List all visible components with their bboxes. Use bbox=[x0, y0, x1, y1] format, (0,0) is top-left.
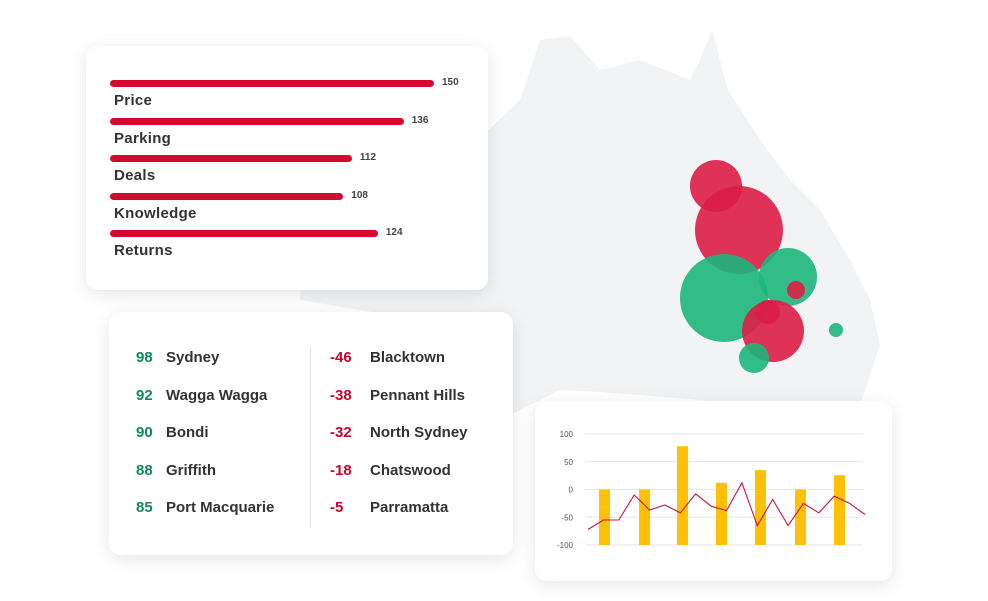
combo-chart-card: 100 50 0 -50 -100 bbox=[535, 401, 892, 581]
ranking-value: -38 bbox=[330, 386, 352, 404]
ranking-suburb-name: Port Macquarie bbox=[166, 499, 275, 516]
ranking-suburb-name: Sydney bbox=[166, 349, 220, 366]
bar-value-label: 112 bbox=[359, 152, 377, 163]
combo-bar bbox=[599, 489, 610, 507]
bar bbox=[110, 230, 378, 237]
y-tick-label: 0 bbox=[569, 486, 574, 495]
ranking-suburb-name: Blacktown bbox=[370, 349, 446, 366]
bar-category-label: Knowledge bbox=[114, 204, 197, 222]
ranking-suburb-name: Wagga Wagga bbox=[166, 386, 268, 404]
combo-bar bbox=[677, 446, 688, 490]
bar-category-label: Parking bbox=[114, 129, 172, 147]
bar-value-label: 124 bbox=[385, 227, 403, 238]
ranking-suburb-name: Pennant Hills bbox=[370, 386, 466, 404]
bar-category-label: Returns bbox=[114, 242, 173, 259]
combo-bar bbox=[834, 475, 845, 490]
combo-bar-base bbox=[677, 489, 688, 545]
bar bbox=[110, 80, 434, 87]
suburb-ranking-card: 98 Sydney 92 Wagga Wagga 90 Bondi 88 Griffith 85… bbox=[109, 312, 513, 555]
ranking-suburb-name: Chatswood bbox=[370, 461, 451, 479]
combo-bar-base bbox=[755, 489, 766, 545]
bar-value-label: 108 bbox=[351, 189, 368, 201]
y-tick-label: 50 bbox=[564, 458, 573, 467]
combo-bar bbox=[795, 489, 806, 500]
ranking-value: -5 bbox=[330, 499, 344, 516]
bar bbox=[110, 117, 404, 125]
combo-line bbox=[587, 481, 866, 530]
bar-value-label: 150 bbox=[442, 77, 459, 88]
ranking-suburb-name: North Sydney bbox=[370, 424, 468, 441]
category-bar-chart-card: 150 Price 136 Parking 112 Deals 108 Knowledge 12… bbox=[86, 46, 488, 290]
combo-bar bbox=[755, 470, 766, 490]
combo-bar bbox=[716, 482, 727, 490]
bar-category-label: Deals bbox=[114, 167, 156, 184]
ranking-value: 98 bbox=[136, 349, 153, 366]
bar-category-label: Price bbox=[114, 92, 153, 109]
ranking-suburb-name: Bondi bbox=[166, 424, 209, 441]
combo-bar-base bbox=[599, 506, 610, 545]
bar bbox=[110, 192, 344, 200]
ranking-suburb-name: Griffith bbox=[166, 461, 216, 479]
column-divider bbox=[310, 348, 311, 528]
y-tick-label: -50 bbox=[561, 513, 573, 522]
ranking-value: 85 bbox=[136, 499, 153, 516]
ranking-value: 88 bbox=[136, 461, 153, 479]
bar-value-label: 136 bbox=[411, 114, 429, 126]
ranking-value: -46 bbox=[330, 349, 352, 366]
combo-bar-base bbox=[716, 489, 727, 545]
ranking-suburb-name: Parramatta bbox=[370, 499, 449, 516]
combo-bar-base bbox=[795, 499, 806, 545]
combo-chart: 100 50 0 -50 -100 bbox=[557, 430, 866, 550]
y-tick-label: -100 bbox=[557, 541, 574, 550]
ranking-value: -18 bbox=[330, 461, 352, 479]
combo-bar-base bbox=[834, 489, 845, 545]
ranking-value: 90 bbox=[136, 424, 153, 441]
y-tick-label: 100 bbox=[560, 430, 574, 439]
combo-bar-base bbox=[639, 493, 650, 545]
bar bbox=[110, 155, 352, 162]
ranking-value: -32 bbox=[330, 424, 352, 441]
combo-bar bbox=[639, 489, 650, 494]
ranking-value: 92 bbox=[136, 386, 153, 404]
